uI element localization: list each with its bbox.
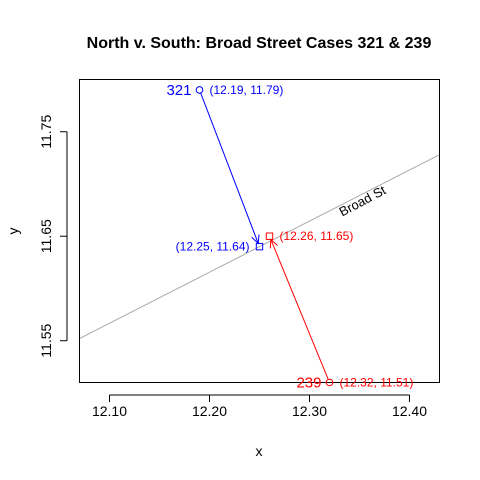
- x-axis-title: x: [256, 443, 263, 459]
- case-239-home-coord: (12.32, 11.51): [340, 376, 414, 390]
- x-tick-label: 12.30: [292, 403, 327, 419]
- axes-layer: 12.10 12.20 12.30 12.40 11.55 11.65 11.75: [38, 115, 427, 419]
- x-tick-label: 12.20: [192, 403, 227, 419]
- case-321-street-point: [255, 242, 264, 251]
- case-239-home-point: [325, 378, 334, 387]
- case-239-label: 239: [296, 375, 321, 392]
- case-239-street-point: [265, 232, 274, 240]
- case-321-arrowhead: [251, 234, 260, 245]
- y-axis-title: y: [5, 228, 21, 235]
- case-321-arrow-line: [200, 92, 259, 244]
- plot-frame: [79, 79, 440, 383]
- marks-layer: Broad St 321 (12.19, 11.79) (12.25, 11.64) 2…: [166, 82, 413, 392]
- street-label: Broad St: [337, 182, 389, 219]
- x-tick-label: 12.10: [92, 403, 127, 419]
- case-239-arrow-line: [270, 239, 329, 380]
- case-239-street-coord: (12.26, 11.65): [280, 229, 354, 243]
- case-321-home-point: [195, 86, 204, 94]
- y-tick-label: 11.65: [38, 219, 54, 253]
- case-239-arrowhead: [269, 238, 278, 249]
- chart-title: North v. South: Broad Street Cases 321 &…: [87, 35, 432, 52]
- case-321-street-coord: (12.25, 11.64): [176, 240, 250, 254]
- street-layer: [80, 154, 439, 339]
- case-321-label: 321: [166, 82, 191, 99]
- y-tick-label: 11.55: [38, 323, 54, 357]
- y-tick-label: 11.75: [38, 115, 54, 149]
- street-line: [80, 154, 439, 339]
- case-321-home-coord: (12.19, 11.79): [210, 83, 284, 97]
- x-tick-label: 12.40: [392, 403, 427, 419]
